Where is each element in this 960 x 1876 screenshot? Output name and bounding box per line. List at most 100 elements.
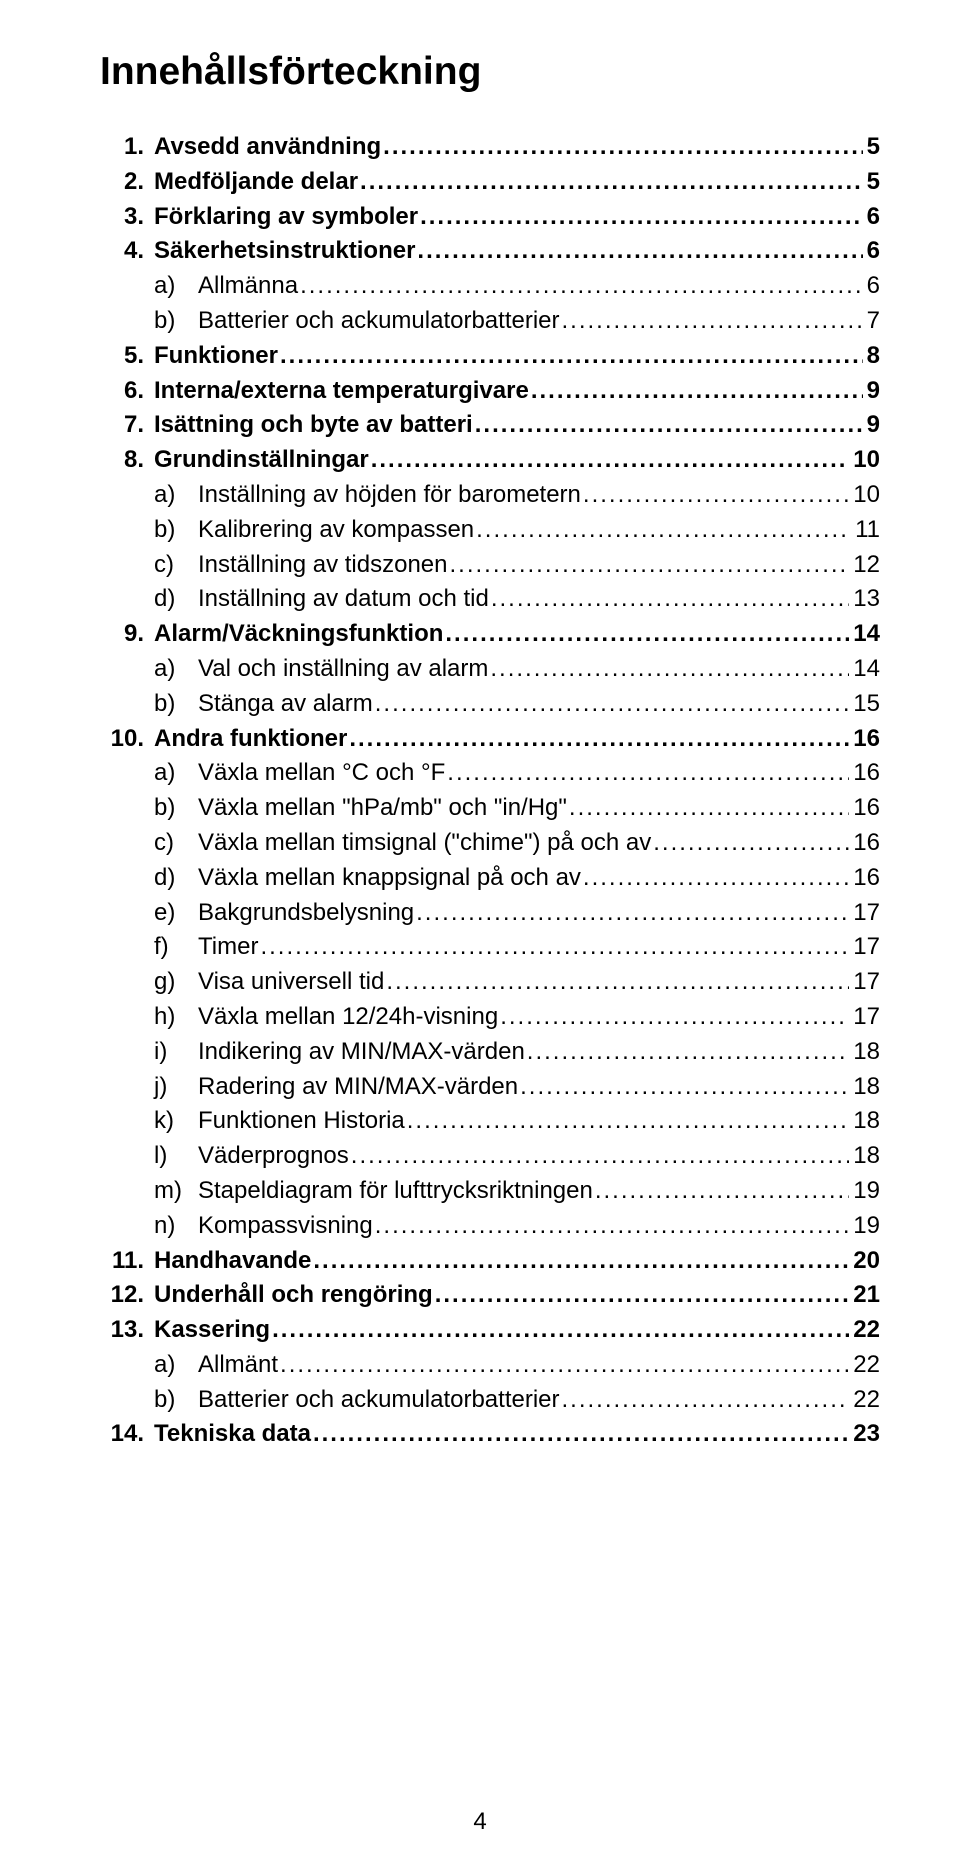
toc-page: 8: [865, 339, 880, 374]
toc-number: 7.: [100, 408, 154, 443]
toc-list: 1.Avsedd användning52.Medföljande delar5…: [100, 130, 880, 1452]
toc-leader: [475, 408, 863, 443]
toc-number: 1.: [100, 130, 154, 165]
toc-number: [100, 304, 154, 339]
page-number: 4: [0, 1808, 960, 1836]
toc-row: b)Batterier och ackumulatorbatterier7: [100, 304, 880, 339]
toc-leader: [531, 374, 863, 409]
toc-page: 11: [853, 513, 880, 548]
toc-label: Allmänt: [198, 1348, 278, 1383]
toc-row: 8.Grundinställningar10: [100, 443, 880, 478]
toc-row: h)Växla mellan 12/24h-visning17: [100, 1000, 880, 1035]
toc-row: a)Växla mellan °C och °F16: [100, 756, 880, 791]
toc-number: [100, 896, 154, 931]
toc-leader: [260, 930, 849, 965]
toc-subletter: b): [154, 687, 198, 722]
toc-label: Förklaring av symboler: [154, 200, 418, 235]
toc-page: 16: [851, 861, 880, 896]
toc-label: Funktioner: [154, 339, 278, 374]
toc-number: 4.: [100, 234, 154, 269]
toc-leader: [375, 687, 850, 722]
toc-row: i)Indikering av MIN/MAX-värden18: [100, 1035, 880, 1070]
toc-number: [100, 1139, 154, 1174]
toc-page: 18: [851, 1104, 880, 1139]
toc-label: Medföljande delar: [154, 165, 358, 200]
toc-leader: [300, 269, 863, 304]
toc-label: Bakgrundsbelysning: [198, 896, 414, 931]
toc-title: Innehållsförteckning: [100, 50, 880, 94]
toc-row: 11.Handhavande20: [100, 1244, 880, 1279]
toc-row: b)Stänga av alarm 15: [100, 687, 880, 722]
toc-label: Indikering av MIN/MAX-värden: [198, 1035, 525, 1070]
toc-page: 15: [851, 687, 880, 722]
toc-label: Batterier och ackumulatorbatterier: [198, 304, 560, 339]
toc-page: 18: [851, 1139, 880, 1174]
toc-leader: [476, 513, 851, 548]
toc-page: 17: [851, 896, 880, 931]
toc-page: 13: [851, 582, 880, 617]
toc-number: [100, 1383, 154, 1418]
toc-number: 9.: [100, 617, 154, 652]
toc-number: [100, 1070, 154, 1105]
toc-number: [100, 1174, 154, 1209]
toc-number: [100, 269, 154, 304]
toc-leader: [280, 1348, 849, 1383]
toc-row: 9.Alarm/Väckningsfunktion14: [100, 617, 880, 652]
toc-page: 17: [851, 965, 880, 1000]
toc-subletter: g): [154, 965, 198, 1000]
toc-label: Grundinställningar: [154, 443, 369, 478]
toc-label: Växla mellan "hPa/mb" och "in/Hg": [198, 791, 567, 826]
toc-row: k)Funktionen Historia18: [100, 1104, 880, 1139]
toc-number: [100, 756, 154, 791]
toc-page: 23: [851, 1417, 880, 1452]
toc-subletter: a): [154, 1348, 198, 1383]
toc-label: Stänga av alarm: [198, 687, 373, 722]
toc-leader: [351, 1139, 850, 1174]
toc-leader: [445, 617, 849, 652]
toc-page: 10: [851, 443, 880, 478]
toc-page: 12: [851, 548, 880, 583]
toc-row: 5.Funktioner8: [100, 339, 880, 374]
toc-leader: [527, 1035, 850, 1070]
toc-label: Val och inställning av alarm: [198, 652, 488, 687]
toc-subletter: h): [154, 1000, 198, 1035]
toc-row: m)Stapeldiagram för lufttrycksriktningen…: [100, 1174, 880, 1209]
toc-page: 17: [851, 1000, 880, 1035]
toc-leader: [417, 234, 862, 269]
toc-leader: [386, 965, 849, 1000]
toc-number: 10.: [100, 722, 154, 757]
toc-page: 6: [865, 200, 880, 235]
toc-subletter: m): [154, 1174, 198, 1209]
toc-label: Handhavande: [154, 1244, 311, 1279]
toc-label: Väderprognos: [198, 1139, 349, 1174]
toc-label: Växla mellan timsignal ("chime") på och …: [198, 826, 651, 861]
toc-label: Visa universell tid: [198, 965, 384, 1000]
toc-number: 11.: [100, 1244, 154, 1279]
toc-leader: [383, 130, 862, 165]
toc-leader: [447, 756, 849, 791]
toc-label: Säkerhetsinstruktioner: [154, 234, 415, 269]
toc-subletter: a): [154, 652, 198, 687]
toc-row: 12.Underhåll och rengöring21: [100, 1278, 880, 1313]
toc-label: Andra funktioner: [154, 722, 347, 757]
toc-page: 19: [851, 1174, 880, 1209]
toc-number: [100, 652, 154, 687]
toc-page: 6: [865, 234, 880, 269]
toc-row: 10.Andra funktioner16: [100, 722, 880, 757]
toc-row: a)Val och inställning av alarm14: [100, 652, 880, 687]
toc-subletter: b): [154, 304, 198, 339]
toc-subletter: i): [154, 1035, 198, 1070]
toc-row: c)Växla mellan timsignal ("chime") på oc…: [100, 826, 880, 861]
toc-number: [100, 965, 154, 1000]
toc-leader: [500, 1000, 849, 1035]
toc-leader: [583, 478, 849, 513]
toc-row: b)Växla mellan "hPa/mb" och "in/Hg"16: [100, 791, 880, 826]
toc-number: 14.: [100, 1417, 154, 1452]
toc-label: Timer: [198, 930, 258, 965]
toc-subletter: e): [154, 896, 198, 931]
toc-number: [100, 791, 154, 826]
toc-number: [100, 1104, 154, 1139]
toc-page: 14: [851, 617, 880, 652]
toc-leader: [490, 652, 849, 687]
toc-leader: [435, 1278, 850, 1313]
